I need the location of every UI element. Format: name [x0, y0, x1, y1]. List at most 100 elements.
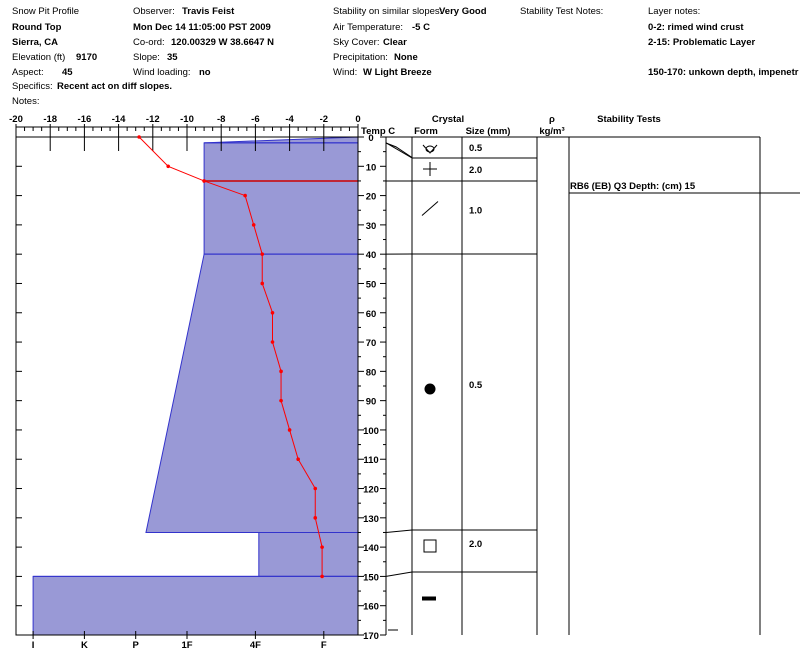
- hardness-tick-label: 1F: [181, 640, 192, 651]
- layer-connector: [385, 571, 413, 577]
- temperature-point: [287, 428, 292, 432]
- wind-label: Wind:: [333, 67, 358, 78]
- temperature-point: [320, 574, 324, 579]
- temperature-point: [270, 310, 275, 315]
- temp-tick-label: -12: [146, 114, 160, 125]
- density-unit-header: kg/m³: [539, 126, 564, 137]
- hardness-layer: [204, 136, 359, 144]
- temperature-point: [320, 545, 324, 549]
- layer-boundaries: [33, 142, 358, 577]
- rounded-icon: [424, 383, 436, 395]
- depth-tick-label: 150: [363, 572, 379, 583]
- crystal-size: 0.5: [469, 143, 483, 154]
- temp-tick-label: -14: [112, 114, 126, 125]
- temperature-point: [313, 516, 318, 520]
- hardness-tick-label: I: [32, 640, 35, 651]
- wind-loading-label: Wind loading:: [133, 67, 191, 78]
- rimed-icon: [422, 144, 438, 154]
- temperature-point: [279, 369, 283, 374]
- faceted-icon: [423, 539, 437, 553]
- crystal-size: 2.0: [469, 165, 482, 176]
- depth-tick-label: 10: [366, 162, 377, 173]
- temperature-point: [166, 164, 170, 169]
- slope-label: Slope:: [133, 52, 160, 63]
- layer-notes-label: Layer notes:: [648, 6, 701, 17]
- size-header: Size (mm): [466, 126, 511, 137]
- sky-label: Sky Cover:: [333, 37, 380, 48]
- temp-tick-label: -16: [78, 114, 92, 125]
- hardness-layer: [258, 531, 359, 577]
- temp-tick-label: -20: [9, 114, 23, 125]
- location-name: Round Top: [12, 22, 62, 33]
- stability-value: Very Good: [439, 6, 487, 17]
- layer-note-1: 0-2: rimed wind crust: [648, 22, 744, 33]
- observer-value: Travis Feist: [182, 6, 235, 17]
- stability-label: Stability on similar slopes:: [333, 6, 443, 17]
- hardness-tick-label: P: [133, 640, 140, 651]
- elevation-label: Elevation (ft): [12, 52, 66, 63]
- temp-tick-label: -2: [320, 114, 328, 125]
- form-header: Form: [414, 126, 438, 137]
- specifics-label: Specifics:: [12, 81, 53, 92]
- temperature-point: [137, 135, 141, 139]
- observer-label: Observer:: [133, 6, 175, 17]
- depth-tick-label: 160: [363, 602, 379, 613]
- temp-tick-label: 0: [355, 114, 360, 125]
- layer-note-2: 2-15: Problematic Layer: [648, 37, 756, 48]
- hardness-layer: [32, 575, 359, 636]
- stability-test-label: RB6 (EB) Q3 Depth: (cm) 15: [570, 181, 696, 192]
- hardness-tick-label: F: [321, 640, 327, 651]
- temperature-point: [243, 193, 247, 198]
- depth-tick-label: 80: [366, 367, 377, 378]
- depth-tick-label: 140: [363, 543, 379, 554]
- temperature-point: [260, 281, 265, 286]
- layer-connector: [385, 529, 413, 533]
- temp-tick-label: -18: [43, 114, 57, 125]
- datetime-value: Mon Dec 14 11:05:00 PST 2009: [133, 22, 271, 33]
- depth-tick-label: 40: [366, 250, 377, 261]
- hardness-layer: [203, 142, 359, 182]
- aspect-label: Aspect:: [12, 67, 44, 78]
- hardness-layer: [145, 253, 359, 533]
- air-temp-label: Air Temperature:: [333, 22, 404, 33]
- temperature-profile: [137, 135, 324, 579]
- elevation-value: 9170: [76, 52, 98, 63]
- temperature-point: [313, 486, 318, 491]
- depth-tick-label: 130: [363, 514, 379, 525]
- slope-value: 35: [167, 52, 178, 63]
- notes-label: Notes:: [12, 96, 40, 107]
- hardness-tick-label: 4F: [250, 640, 261, 651]
- temp-tick-label: -10: [180, 114, 194, 125]
- crystal-size: 2.0: [469, 539, 482, 550]
- density-symbol-header: ρ: [549, 114, 555, 125]
- crystal-table: [385, 136, 800, 635]
- air-temp-value: -5 C: [412, 22, 430, 33]
- depth-tick-label: 100: [363, 426, 379, 437]
- hardness-profile: [32, 136, 359, 636]
- temperature-point: [202, 179, 206, 183]
- crystal-size: 1.0: [469, 206, 482, 217]
- crystal-size: 0.5: [469, 380, 483, 391]
- depth-tick-label: 70: [366, 338, 377, 349]
- stability-notes-label: Stability Test Notes:: [520, 6, 604, 17]
- temperature-point: [270, 340, 275, 344]
- temperature-point: [296, 457, 300, 462]
- region-name: Sierra, CA: [12, 37, 58, 48]
- profile-title: Snow Pit Profile: [12, 6, 80, 17]
- depth-tick-label: 50: [366, 279, 377, 290]
- ice-icon: [422, 596, 436, 601]
- temperature-point: [279, 398, 283, 403]
- precip-value: None: [394, 52, 418, 63]
- depth-tick-label: 30: [366, 221, 377, 232]
- hardness-layer: [203, 180, 359, 255]
- coord-value: 120.00329 W 38.6647 N: [171, 37, 274, 48]
- decomposed-icon: [423, 162, 437, 176]
- chart-frame: [15, 124, 387, 639]
- sky-value: Clear: [383, 37, 407, 48]
- wind-loading-value: no: [199, 67, 211, 78]
- stability-tests-header: Stability Tests: [597, 114, 661, 125]
- depth-tick-label: 170: [363, 631, 379, 642]
- aspect-value: 45: [62, 67, 73, 78]
